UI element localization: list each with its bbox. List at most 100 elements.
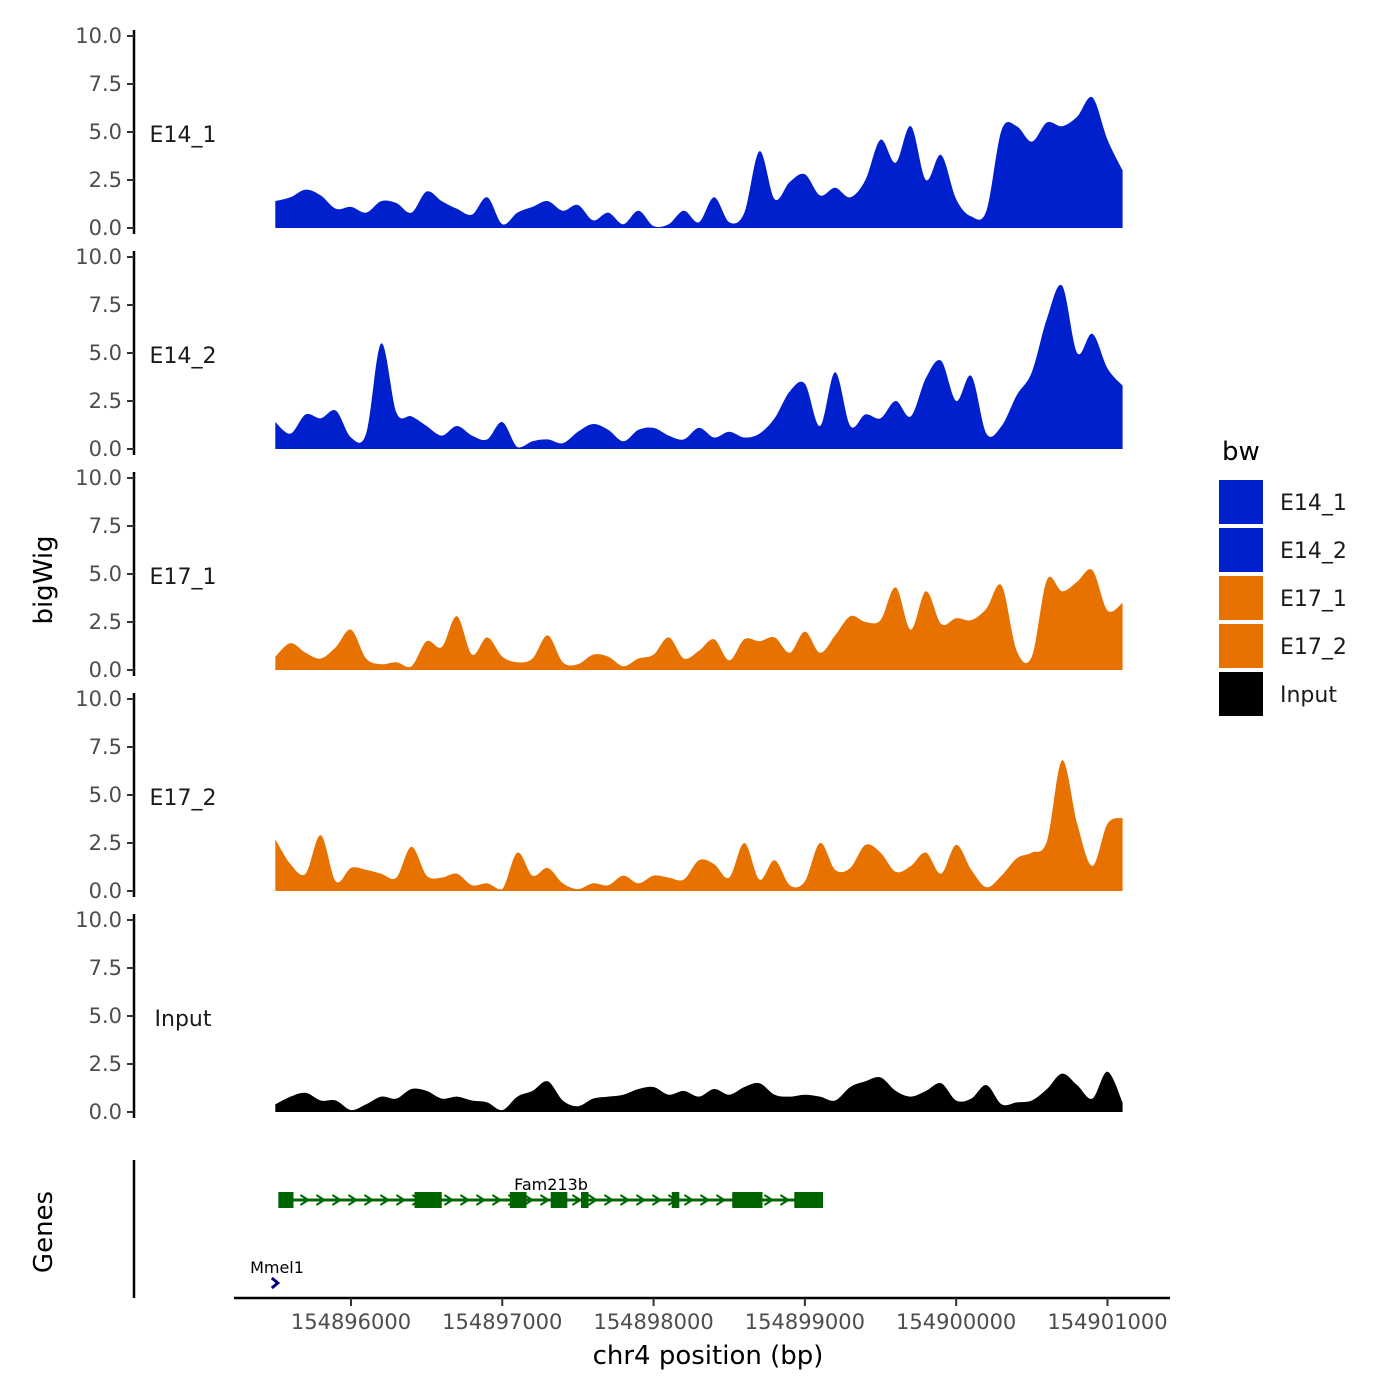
strand-chevron: [299, 1194, 311, 1206]
y-tick-label: 0.0: [89, 1100, 122, 1124]
gene-exon: [580, 1192, 589, 1208]
strand-chevron: [715, 1194, 727, 1206]
legend-label: E14_1: [1280, 491, 1347, 516]
gene-mmel1: Mmel1: [250, 1258, 304, 1290]
y-tick-label: 10.0: [75, 466, 122, 490]
y-tick-label: 0.0: [89, 879, 122, 903]
strand-chevron: [651, 1194, 663, 1206]
coverage-area: [275, 284, 1123, 449]
x-axis-title: chr4 position (bp): [593, 1341, 824, 1371]
coverage-area: [275, 1071, 1123, 1112]
legend-key-e17-1: [1219, 576, 1263, 620]
y-tick-label: 5.0: [89, 1004, 122, 1028]
legend-key-e14-2: [1219, 528, 1263, 572]
genes-axis-title: Genes: [29, 1191, 59, 1273]
strand-chevron: [315, 1194, 327, 1206]
coverage-area: [275, 96, 1123, 228]
track-e14-1: 0.0 2.5 5.0 7.5 10.0 E14_1: [75, 24, 1123, 240]
legend-label: E14_2: [1280, 539, 1347, 564]
y-tick-label: 7.5: [89, 956, 122, 980]
strand-chevron: [523, 1194, 535, 1206]
legend-label: Input: [1280, 683, 1337, 708]
legend-key-e14-1: [1219, 480, 1263, 524]
strand-chevron: [270, 1276, 281, 1290]
coverage-area: [275, 760, 1123, 891]
strand-chevron: [443, 1194, 455, 1206]
x-tick-label: 154897000: [442, 1310, 562, 1334]
signal-tracks: 0.0 2.5 5.0 7.5 10.0 E14_1 0.0 2.5 5.0 7.5 10.0 E14…: [75, 24, 1123, 1124]
strand-chevron: [699, 1194, 711, 1206]
strand-chevron: [635, 1194, 647, 1206]
gene-label: Mmel1: [250, 1258, 304, 1277]
strand-chevron: [763, 1194, 775, 1206]
coverage-area: [275, 569, 1123, 670]
y-tick-label: 7.5: [89, 72, 122, 96]
y-tick-label: 5.0: [89, 562, 122, 586]
y-tick-label: 0.0: [89, 658, 122, 682]
track-label: E14_1: [150, 123, 217, 148]
strand-chevron: [571, 1194, 583, 1206]
strand-chevron: [683, 1194, 695, 1206]
track-e17-2: 0.0 2.5 5.0 7.5 10.0 E17_2: [75, 687, 1123, 903]
strand-chevron: [347, 1194, 359, 1206]
y-tick-label: 2.5: [89, 389, 122, 413]
y-tick-label: 10.0: [75, 908, 122, 932]
y-tick-label: 2.5: [89, 168, 122, 192]
y-tick-label: 7.5: [89, 735, 122, 759]
x-tick-label: 154898000: [593, 1310, 713, 1334]
y-tick-label: 2.5: [89, 610, 122, 634]
strand-chevron: [491, 1194, 503, 1206]
strand-chevron: [539, 1194, 551, 1206]
strand-chevron: [603, 1194, 615, 1206]
y-tick-label: 5.0: [89, 120, 122, 144]
strand-chevron: [395, 1194, 407, 1206]
y-axis-title: bigWig: [29, 535, 59, 624]
strand-chevron: [587, 1194, 599, 1206]
gene-exon: [550, 1192, 568, 1208]
y-tick-label: 2.5: [89, 831, 122, 855]
track-input: 0.0 2.5 5.0 7.5 10.0 Input: [75, 908, 1123, 1124]
strand-chevron: [619, 1194, 631, 1206]
gene-fam213b: Fam213b: [278, 1175, 824, 1208]
strand-chevron: [331, 1194, 343, 1206]
x-axis: 154896000 154897000 154898000 154899000 1549…: [234, 1296, 1170, 1334]
y-tick-label: 0.0: [89, 216, 122, 240]
y-tick-label: 0.0: [89, 437, 122, 461]
track-label: E17_1: [150, 565, 217, 590]
strand-chevron: [779, 1194, 791, 1206]
gene-exon: [671, 1192, 680, 1208]
track-label: E14_2: [150, 344, 217, 369]
legend-label: E17_2: [1280, 635, 1347, 660]
track-label: E17_2: [150, 786, 217, 811]
legend: bw E14_1 E14_2 E17_1 E17_2 Input: [1219, 437, 1347, 716]
gene-exon: [414, 1192, 442, 1208]
x-tick-label: 154901000: [1047, 1310, 1167, 1334]
legend-key-e17-2: [1219, 624, 1263, 668]
gene-exon: [794, 1192, 824, 1208]
y-tick-label: 10.0: [75, 687, 122, 711]
strand-chevron: [363, 1194, 375, 1206]
y-tick-label: 5.0: [89, 341, 122, 365]
legend-key-input: [1219, 672, 1263, 716]
gene-exon: [732, 1192, 763, 1208]
gene-exon: [278, 1192, 294, 1208]
gene-label: Fam213b: [514, 1175, 588, 1194]
y-tick-label: 5.0: [89, 783, 122, 807]
x-tick-label: 154896000: [291, 1310, 411, 1334]
gene-exon: [509, 1192, 527, 1208]
strand-chevron: [379, 1194, 391, 1206]
y-tick-label: 10.0: [75, 245, 122, 269]
track-e17-1: 0.0 2.5 5.0 7.5 10.0 E17_1: [75, 466, 1123, 682]
y-tick-label: 2.5: [89, 1052, 122, 1076]
y-tick-label: 10.0: [75, 24, 122, 48]
y-tick-label: 7.5: [89, 293, 122, 317]
legend-label: E17_1: [1280, 587, 1347, 612]
strand-chevron: [459, 1194, 471, 1206]
gene-annotation-panel: Fam213b Mmel1: [132, 1160, 824, 1298]
strand-chevron: [475, 1194, 487, 1206]
track-label: Input: [155, 1007, 212, 1032]
track-e14-2: 0.0 2.5 5.0 7.5 10.0 E14_2: [75, 245, 1123, 461]
x-tick-label: 154899000: [745, 1310, 865, 1334]
legend-title: bw: [1222, 437, 1260, 467]
